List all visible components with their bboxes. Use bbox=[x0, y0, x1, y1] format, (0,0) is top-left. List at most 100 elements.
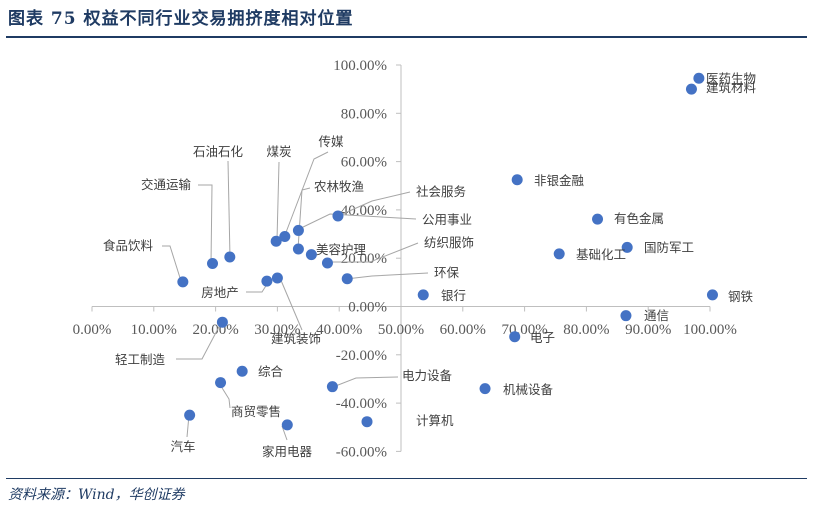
leader-line bbox=[162, 245, 182, 282]
data-point bbox=[236, 365, 248, 377]
x-tick-label: 0.00% bbox=[73, 322, 112, 338]
point-label: 建筑装饰 bbox=[271, 331, 321, 346]
data-point bbox=[207, 258, 219, 270]
leader-line bbox=[284, 151, 329, 236]
data-point bbox=[417, 289, 429, 301]
y-tick-labels: 100.00%80.00%60.00%40.00%20.00%0.00%-20.… bbox=[333, 58, 387, 460]
data-point bbox=[620, 310, 632, 322]
leader-line bbox=[276, 161, 280, 241]
y-tick-label: -60.00% bbox=[336, 444, 387, 460]
point-label: 石油石化 bbox=[193, 144, 244, 159]
data-point bbox=[261, 275, 273, 287]
point-label: 社会服务 bbox=[416, 184, 466, 199]
point-label: 环保 bbox=[434, 265, 460, 280]
data-point bbox=[592, 213, 604, 225]
point-label: 电力设备 bbox=[402, 368, 453, 383]
data-point bbox=[361, 416, 373, 428]
data-point bbox=[509, 331, 521, 343]
y-tick-label: 20.00% bbox=[341, 251, 387, 267]
point-label: 综合 bbox=[258, 364, 284, 379]
source-note: 资料来源：Wind，华创证券 bbox=[8, 487, 185, 503]
point-label: 农林牧渔 bbox=[314, 179, 364, 194]
data-point bbox=[621, 241, 633, 253]
point-label: 国防军工 bbox=[644, 240, 694, 255]
leader-lines bbox=[162, 151, 429, 441]
data-point bbox=[224, 251, 236, 263]
data-point bbox=[184, 409, 196, 421]
point-label: 纺织服饰 bbox=[424, 235, 474, 250]
leader-line bbox=[281, 425, 288, 441]
point-label: 机械设备 bbox=[503, 382, 554, 397]
top-rule bbox=[6, 36, 807, 38]
point-label: 建筑材料 bbox=[706, 80, 757, 95]
data-point bbox=[177, 276, 189, 288]
point-label: 轻工制造 bbox=[115, 352, 166, 367]
leader-line bbox=[279, 277, 303, 331]
x-tick-label: 20.00% bbox=[192, 322, 238, 338]
x-tick-label: 100.00% bbox=[683, 322, 737, 338]
data-point bbox=[685, 83, 697, 95]
bottom-rule bbox=[6, 478, 807, 479]
y-tick-label: -40.00% bbox=[336, 396, 387, 412]
y-tick-label: 80.00% bbox=[341, 106, 387, 122]
point-label: 电子 bbox=[530, 330, 555, 345]
point-label: 美容护理 bbox=[316, 242, 367, 257]
data-point bbox=[279, 230, 291, 242]
point-label: 公用事业 bbox=[422, 212, 472, 227]
data-point bbox=[511, 174, 523, 186]
data-point bbox=[270, 235, 282, 247]
point-label: 食品饮料 bbox=[103, 238, 154, 253]
data-point bbox=[553, 248, 565, 260]
leader-line bbox=[227, 160, 231, 259]
x-tick-label: 30.00% bbox=[254, 322, 300, 338]
data-point bbox=[706, 289, 718, 301]
leader-line bbox=[329, 242, 419, 263]
point-label: 汽车 bbox=[170, 439, 195, 454]
point-label: 交通运输 bbox=[141, 177, 192, 192]
point-label: 商贸零售 bbox=[231, 404, 281, 419]
leader-line bbox=[298, 213, 417, 230]
data-point bbox=[321, 257, 333, 269]
point-label: 非银金融 bbox=[534, 173, 585, 188]
data-point bbox=[281, 419, 293, 431]
point-label: 煤炭 bbox=[266, 144, 291, 159]
point-label: 有色金属 bbox=[614, 211, 664, 226]
figure-title: 图表 75 权益不同行业交易拥挤度相对位置 bbox=[8, 9, 354, 29]
y-tick-label: 100.00% bbox=[333, 58, 387, 74]
leader-line bbox=[332, 376, 399, 388]
point-label: 银行 bbox=[441, 288, 466, 303]
y-tick-label: -20.00% bbox=[336, 348, 387, 364]
leader-line bbox=[198, 184, 213, 265]
data-point bbox=[326, 381, 338, 393]
leader-line bbox=[337, 191, 411, 217]
data-point bbox=[332, 210, 344, 222]
point-label: 钢铁 bbox=[728, 289, 754, 304]
data-point bbox=[292, 243, 304, 255]
x-tick-label: 50.00% bbox=[378, 322, 424, 338]
data-point bbox=[215, 377, 227, 389]
axes bbox=[91, 64, 711, 452]
data-point bbox=[341, 273, 353, 285]
point-label: 通信 bbox=[644, 308, 669, 323]
x-tick-label: 10.00% bbox=[131, 322, 177, 338]
data-point bbox=[271, 272, 283, 284]
point-label: 传媒 bbox=[318, 134, 344, 149]
x-tick-labels: 0.00% 10.00% 20.00% 30.00% 40.00% 50.00% 60.00… bbox=[73, 322, 737, 338]
leader-line bbox=[176, 322, 222, 360]
point-label: 计算机 bbox=[416, 413, 454, 428]
x-tick-label: 60.00% bbox=[440, 322, 486, 338]
point-label: 房地产 bbox=[201, 285, 239, 300]
leader-line bbox=[218, 382, 231, 409]
point-label: 基础化工 bbox=[576, 247, 626, 262]
data-point bbox=[216, 316, 228, 328]
data-point bbox=[292, 224, 304, 236]
y-tick-label: 0.00% bbox=[348, 300, 387, 316]
x-tick-label: 40.00% bbox=[316, 322, 362, 338]
data-point bbox=[693, 72, 705, 84]
data-point bbox=[479, 383, 491, 395]
data-points bbox=[177, 72, 718, 431]
y-tick-label: 60.00% bbox=[341, 155, 387, 171]
leader-line bbox=[345, 272, 429, 280]
